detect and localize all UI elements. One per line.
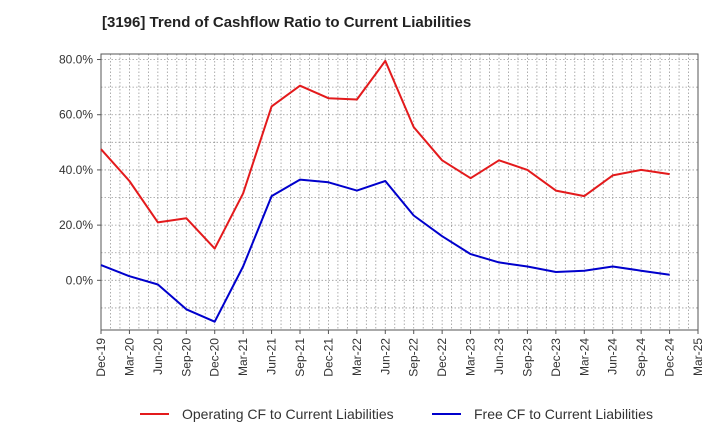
series-lines (100, 59, 670, 323)
x-tick-label: Sep-23 (520, 338, 534, 377)
chart-title: [3196] Trend of Cashflow Ratio to Curren… (102, 14, 472, 31)
x-tick-label: Mar-24 (577, 338, 591, 376)
x-tick-label: Mar-22 (350, 338, 364, 376)
x-tick-label: Dec-20 (208, 338, 222, 377)
x-tick-label: Dec-23 (549, 338, 563, 377)
legend: Operating CF to Current Liabilities Free … (140, 406, 653, 422)
x-tick-label: Jun-22 (378, 338, 392, 375)
x-tick-label: Sep-20 (179, 338, 193, 377)
y-axis-ticks: 80.0% 60.0% 40.0% 20.0% 0.0% (59, 53, 101, 287)
legend-label: Free CF to Current Liabilities (474, 406, 653, 422)
y-tick-label: 80.0% (59, 53, 93, 67)
x-axis-ticks: Dec-19 Mar-20 Jun-20 Sep-20 Dec-20 Mar-21 Jun-… (94, 330, 705, 377)
y-tick-label: 20.0% (59, 218, 93, 232)
plot-frame (100, 53, 699, 331)
x-tick-label: Mar-21 (236, 338, 250, 376)
x-tick-label: Sep-21 (293, 338, 307, 377)
x-tick-label: Sep-24 (634, 338, 648, 377)
y-tick-label: 60.0% (59, 108, 93, 122)
x-tick-label: Dec-22 (435, 338, 449, 377)
x-tick-label: Dec-19 (94, 338, 108, 377)
legend-label: Operating CF to Current Liabilities (182, 406, 394, 422)
y-tick-label: 0.0% (66, 273, 94, 287)
x-tick-label: Jun-20 (151, 338, 165, 375)
series-line-operating-cf (100, 59, 670, 250)
x-tick-label: Dec-24 (663, 338, 677, 377)
plot-border (100, 53, 699, 331)
x-tick-label: Jun-21 (265, 338, 279, 375)
y-tick-label: 40.0% (59, 163, 93, 177)
x-tick-label: Dec-21 (321, 338, 335, 377)
x-tick-label: Mar-23 (464, 338, 478, 376)
x-tick-label: Mar-20 (122, 338, 136, 376)
series-line-free-cf (100, 178, 670, 323)
x-tick-label: Jun-24 (606, 338, 620, 375)
x-tick-label: Sep-22 (407, 338, 421, 377)
x-tick-label: Jun-23 (492, 338, 506, 375)
x-tick-label: Mar-25 (691, 338, 705, 376)
